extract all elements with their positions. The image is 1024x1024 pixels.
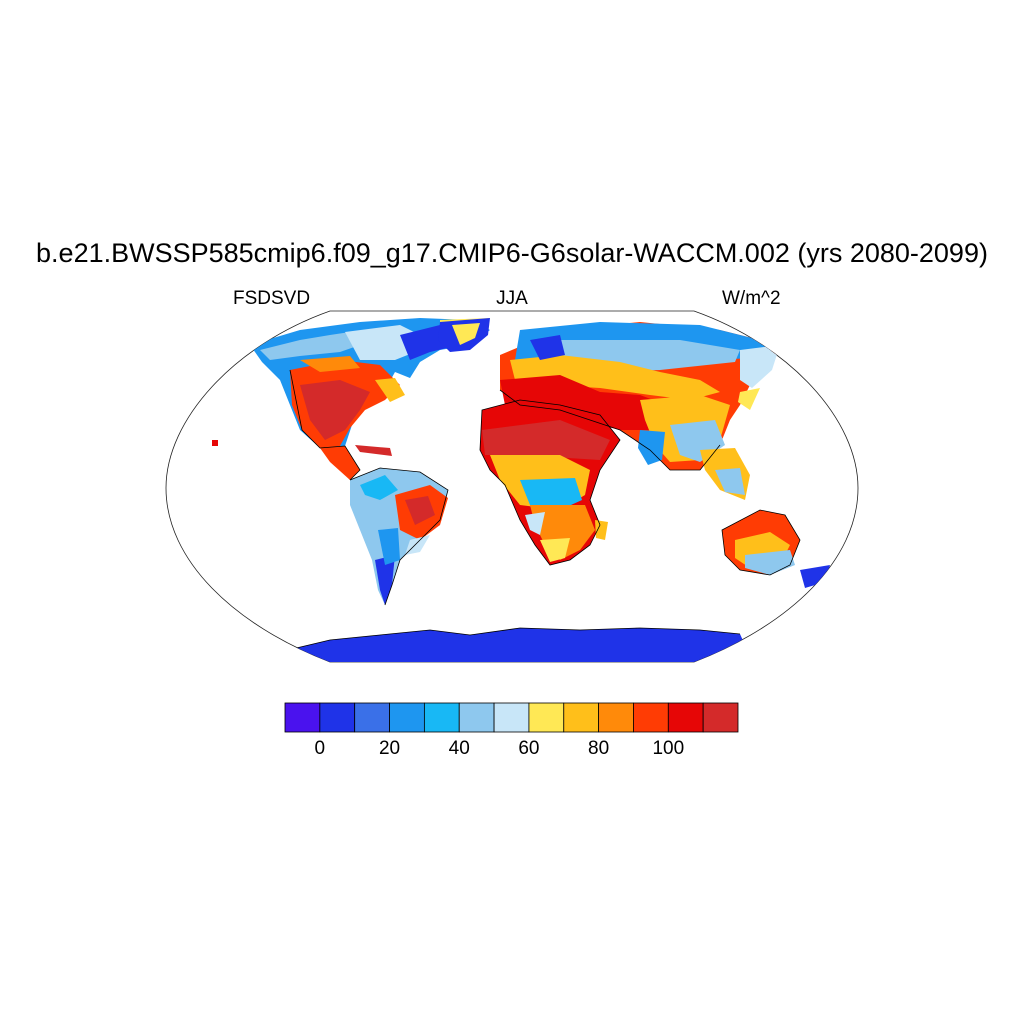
eurasia-landmass: [500, 322, 780, 500]
season-label: JJA: [496, 288, 528, 309]
colorbar-swatch: [633, 702, 669, 733]
africa-landmass: [480, 400, 620, 565]
colorbar-swatch: [598, 702, 634, 733]
colorbar-swatch: [528, 702, 565, 733]
plot-title: b.e21.BWSSP585cmip6.f09_g17.CMIP6-G6sola…: [36, 238, 988, 268]
colorbar-tick-label: 20: [378, 738, 401, 759]
colorbar-swatch: [493, 702, 530, 733]
variable-label: FSDSVD: [233, 288, 311, 309]
colorbar-tick-label: 80: [588, 738, 610, 759]
colorbar-tick-label: 100: [652, 738, 685, 759]
units-label: W/m^2: [722, 288, 781, 309]
colorbar-swatch: [458, 702, 495, 733]
colorbar-swatch: [702, 702, 739, 733]
colorbar-tick-label: 60: [518, 738, 540, 759]
colorbar-swatch: [423, 702, 460, 733]
greenland-landmass: [438, 318, 490, 352]
south-america-landmass: [350, 468, 448, 605]
colorbar-tick-label: 40: [448, 738, 470, 759]
coastlines: [287, 369, 801, 651]
antarctica-landmass: [288, 628, 745, 662]
colorbar-swatch: [319, 702, 356, 733]
colorbar-swatch: [284, 702, 321, 733]
colorbar-swatch: [389, 702, 425, 733]
colorbar-tick-label: 0: [314, 738, 326, 759]
colorbar-swatch: [354, 702, 390, 733]
colorbar-swatch: [563, 702, 600, 733]
colorbar-swatch: [667, 702, 704, 733]
